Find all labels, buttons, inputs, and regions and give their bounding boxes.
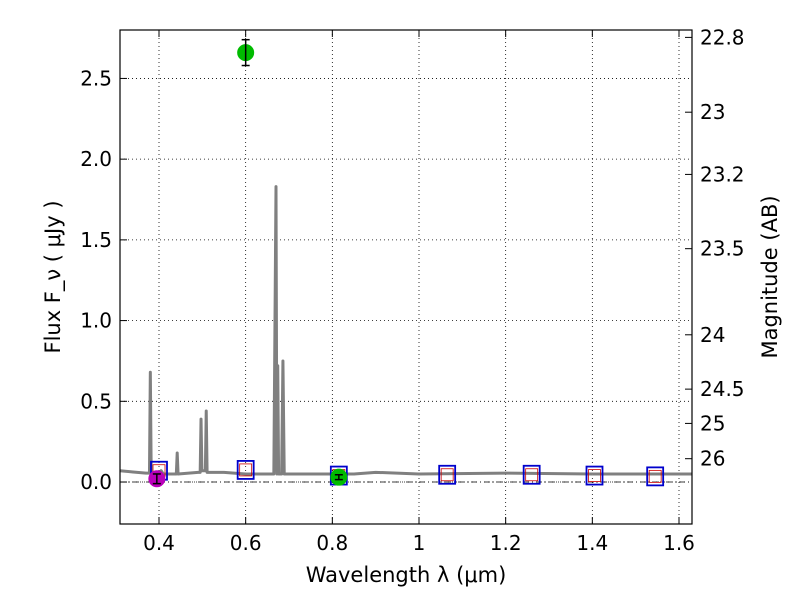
- y-tick-label: 1.5: [80, 228, 112, 252]
- y2-axis-label: Magnitude (AB): [758, 195, 782, 358]
- x-tick-label: 0.8: [316, 531, 348, 555]
- y2-tick-label: 23.5: [700, 237, 745, 261]
- x-axis-label: Wavelength λ (μm): [306, 563, 507, 587]
- y2-tick-label: 26: [700, 447, 725, 471]
- y2-tick-label: 23.2: [700, 162, 745, 186]
- x-tick-label: 1: [413, 531, 426, 555]
- y2-tick-label: 22.8: [700, 25, 745, 49]
- x-tick-label: 0.6: [230, 531, 262, 555]
- model-photometry-box: [438, 464, 457, 485]
- grid: [120, 30, 692, 524]
- y-tick-label: 1.0: [80, 309, 112, 333]
- model-photometry-box-inner: [525, 468, 539, 482]
- plot-background: [120, 30, 692, 524]
- y-tick-label: 2.5: [80, 66, 112, 90]
- x-tick-label: 1.4: [576, 531, 608, 555]
- model-photometry-box: [236, 460, 255, 480]
- model-photometry-box: [522, 464, 541, 485]
- plot-frame: [119, 29, 693, 525]
- y2-tick-label: 25: [700, 411, 725, 435]
- model-photometry-box: [646, 466, 665, 487]
- x-tick-label: 1.6: [663, 531, 695, 555]
- y-axis-label: Flux F_ν ( μJy ): [41, 200, 66, 353]
- y2-tick-label: 24: [700, 323, 725, 347]
- y2-tick-label: 24.5: [700, 377, 745, 401]
- x-tick-label: 1.2: [490, 531, 522, 555]
- model-photometry-box-inner: [440, 468, 454, 482]
- y2-tick-label: 23: [700, 100, 725, 124]
- model-photometry-box-inner: [588, 469, 601, 482]
- x-tick-label: 0.4: [143, 531, 175, 555]
- y-tick-label: 0.0: [80, 470, 112, 494]
- model-photometry-box-inner: [648, 469, 662, 483]
- model-photometry-box-inner: [239, 463, 253, 477]
- axis-ticks: 0.4 0.6 0.8 1 1.2 1.4 1.6 0.0 0.5 1.0 1.5 2.0 2.5 22.…: [80, 25, 744, 555]
- y-tick-label: 2.0: [80, 147, 112, 171]
- y-tick-label: 0.5: [80, 389, 112, 413]
- model-photometry-box: [585, 465, 604, 486]
- observed-points: [148, 38, 348, 488]
